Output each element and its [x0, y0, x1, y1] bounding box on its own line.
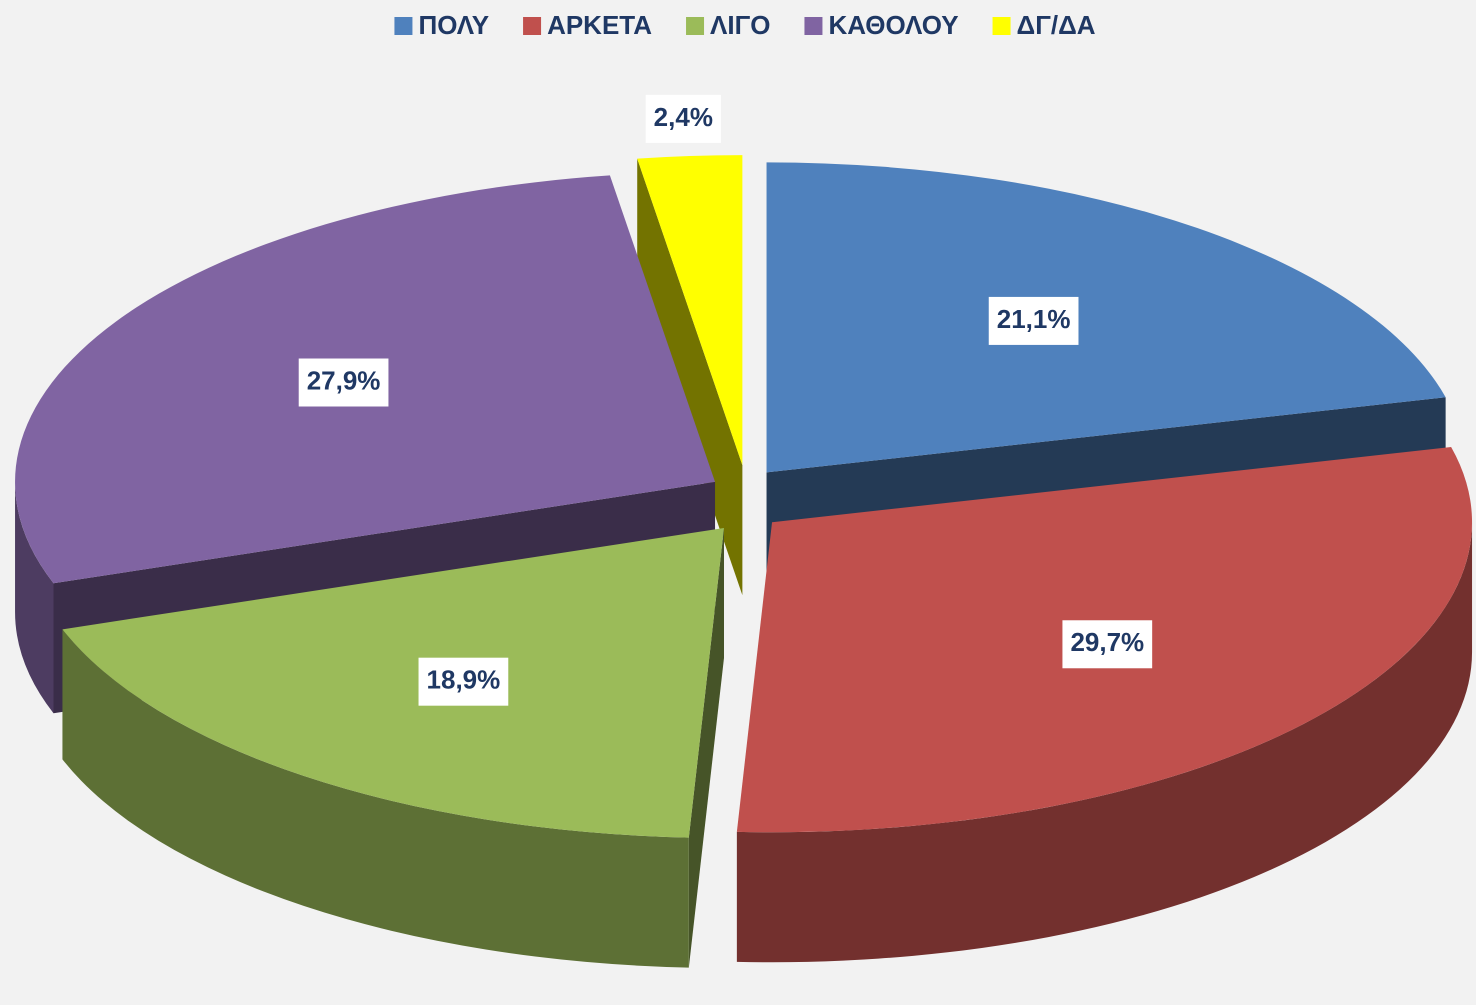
legend-label: ΛΙΓΟ	[710, 10, 770, 40]
value-label-bg	[1062, 620, 1153, 669]
legend-label: ΚΑΘΟΛΟΥ	[828, 10, 958, 40]
slice-side	[688, 527, 724, 968]
legend-label: ΠΟΛΥ	[418, 10, 489, 40]
legend-swatch	[394, 17, 413, 35]
legend: ΠΟΛΥ ΑΡΚΕΤΑ ΛΙΓΟ ΚΑΘΟΛΟΥ ΔΓ/ΔΑ	[394, 10, 1096, 40]
value-label: 27,9%	[307, 365, 381, 395]
value-label: 21,1%	[997, 304, 1071, 334]
legend-label: ΑΡΚΕΤΑ	[547, 10, 652, 40]
value-label: 18,9%	[427, 665, 501, 695]
legend-swatch	[992, 17, 1011, 35]
value-label-bg	[418, 657, 509, 706]
legend-label: ΔΓ/ΔΑ	[1017, 10, 1096, 40]
legend-swatch	[523, 17, 542, 35]
value-label-bg	[645, 94, 721, 143]
slice	[62, 527, 724, 838]
slice	[766, 162, 1446, 473]
slice-wall	[15, 481, 54, 714]
legend-swatch	[804, 17, 823, 35]
slice-wall	[62, 629, 689, 968]
value-label: 2,4%	[654, 102, 713, 132]
slice	[637, 155, 743, 466]
slice-wall	[736, 522, 1473, 963]
legend-swatch	[686, 17, 705, 35]
pie: 21,1% 29,7% 18,9% 27,9% 2,4%	[15, 94, 1473, 968]
value-label: 29,7%	[1070, 627, 1144, 657]
slice-side	[637, 158, 743, 596]
value-label-bg	[298, 358, 389, 407]
value-label-bg	[988, 296, 1079, 345]
